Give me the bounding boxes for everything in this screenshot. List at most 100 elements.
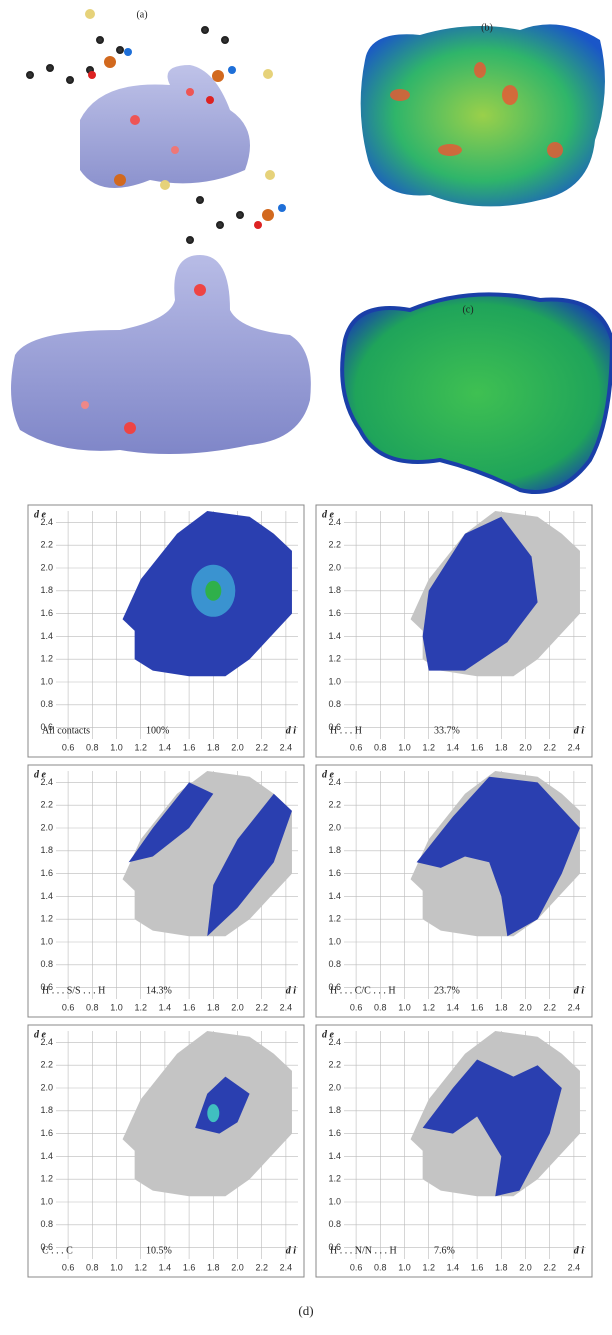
y-tick-label: 1.6 xyxy=(328,868,341,878)
contact-percent: 100% xyxy=(146,725,169,736)
y-axis-label: d e xyxy=(34,769,47,780)
y-tick-label: 1.2 xyxy=(40,1174,53,1184)
x-tick-label: 2.4 xyxy=(568,1002,581,1012)
x-tick-label: 1.0 xyxy=(398,1262,411,1272)
x-tick-label: 1.6 xyxy=(471,1002,484,1012)
contact-label: C . . . C xyxy=(42,1245,73,1256)
y-tick-label: 2.0 xyxy=(40,822,53,832)
y-tick-label: 0.8 xyxy=(40,959,53,969)
y-tick-label: 1.8 xyxy=(40,845,53,855)
fingerprint-plot: 0.60.60.80.81.01.01.21.21.41.41.61.61.81… xyxy=(316,1025,592,1277)
y-tick-label: 2.0 xyxy=(40,562,53,572)
x-tick-label: 2.0 xyxy=(519,742,532,752)
x-tick-label: 2.0 xyxy=(519,1262,532,1272)
contact-percent: 10.5% xyxy=(146,1245,172,1256)
y-tick-label: 1.4 xyxy=(40,891,53,901)
page: (a) (b) (c) 0.60.60.80.81.01.01.21.21.41… xyxy=(0,0,612,1335)
y-tick-label: 1.6 xyxy=(40,868,53,878)
y-tick-label: 2.2 xyxy=(40,800,53,810)
y-tick-label: 2.0 xyxy=(328,562,341,572)
y-tick-label: 1.0 xyxy=(40,936,53,946)
y-axis-label: d e xyxy=(34,1029,47,1040)
x-tick-label: 0.6 xyxy=(62,1262,75,1272)
molecule-surface-a2 xyxy=(11,255,311,454)
y-tick-label: 1.0 xyxy=(40,1196,53,1206)
x-tick-label: 1.4 xyxy=(447,742,460,752)
y-tick-label: 2.0 xyxy=(328,822,341,832)
x-tick-label: 2.2 xyxy=(543,742,556,752)
x-tick-label: 1.2 xyxy=(134,742,147,752)
y-tick-label: 2.2 xyxy=(328,1060,341,1070)
y-tick-label: 0.8 xyxy=(40,699,53,709)
y-tick-label: 1.8 xyxy=(328,845,341,855)
y-tick-label: 1.2 xyxy=(328,914,341,924)
x-tick-label: 2.4 xyxy=(280,1002,293,1012)
x-tick-label: 1.4 xyxy=(159,742,172,752)
x-tick-label: 1.0 xyxy=(110,742,123,752)
y-tick-label: 0.8 xyxy=(328,1219,341,1229)
panel-label: (b) xyxy=(481,22,493,33)
y-tick-label: 2.2 xyxy=(328,540,341,550)
y-tick-label: 1.4 xyxy=(40,1151,53,1161)
y-tick-label: 1.2 xyxy=(40,654,53,664)
x-tick-label: 0.8 xyxy=(86,1262,99,1272)
x-tick-label: 1.2 xyxy=(134,1002,147,1012)
x-tick-label: 1.0 xyxy=(398,742,411,752)
y-axis-label: d e xyxy=(34,509,47,520)
y-tick-label: 2.0 xyxy=(40,1082,53,1092)
x-tick-label: 1.6 xyxy=(183,1002,196,1012)
y-tick-label: 1.0 xyxy=(328,676,341,686)
contact-percent: 7.6% xyxy=(434,1245,455,1256)
y-tick-label: 2.2 xyxy=(40,1060,53,1070)
contact-label: H . . . N/N . . . H xyxy=(330,1245,397,1256)
y-tick-label: 1.8 xyxy=(328,1105,341,1115)
y-axis-label: d e xyxy=(322,1029,335,1040)
y-tick-label: 1.2 xyxy=(328,1174,341,1184)
density-peak xyxy=(205,581,221,601)
x-tick-label: 1.2 xyxy=(422,1262,435,1272)
contact-label: H . . . S/S . . . H xyxy=(42,985,105,996)
y-tick-label: 1.8 xyxy=(328,585,341,595)
y-tick-label: 1.6 xyxy=(328,1128,341,1138)
x-tick-label: 2.4 xyxy=(280,1262,293,1272)
x-tick-label: 0.6 xyxy=(62,1002,75,1012)
surface-b xyxy=(361,24,605,206)
x-tick-label: 2.4 xyxy=(568,1262,581,1272)
x-tick-label: 1.8 xyxy=(207,1002,220,1012)
x-axis-label: d i xyxy=(574,985,585,996)
y-tick-label: 2.2 xyxy=(40,540,53,550)
x-tick-label: 0.6 xyxy=(350,1262,363,1272)
y-tick-label: 1.4 xyxy=(40,631,53,641)
x-axis-label: d i xyxy=(574,1245,585,1256)
y-tick-label: 0.8 xyxy=(328,699,341,709)
x-tick-label: 2.4 xyxy=(280,742,293,752)
y-tick-label: 0.8 xyxy=(328,959,341,969)
x-tick-label: 1.8 xyxy=(495,1262,508,1272)
molecule-surface-a xyxy=(27,9,286,243)
contact-label: H . . . H xyxy=(330,725,362,736)
x-tick-label: 1.2 xyxy=(422,1002,435,1012)
y-tick-label: 2.0 xyxy=(328,1082,341,1092)
x-tick-label: 1.8 xyxy=(207,1262,220,1272)
y-tick-label: 1.0 xyxy=(328,936,341,946)
x-tick-label: 1.6 xyxy=(183,1262,196,1272)
contact-label: H . . . C/C . . . H xyxy=(330,985,396,996)
fingerprint-plot: 0.60.60.80.81.01.01.21.21.41.41.61.61.81… xyxy=(28,505,304,757)
x-tick-label: 0.8 xyxy=(374,1262,387,1272)
x-tick-label: 0.8 xyxy=(86,742,99,752)
x-tick-label: 0.8 xyxy=(86,1002,99,1012)
y-tick-label: 1.6 xyxy=(40,608,53,618)
x-tick-label: 2.0 xyxy=(231,1262,244,1272)
x-tick-label: 2.2 xyxy=(255,1262,268,1272)
panel-label: (a) xyxy=(136,9,147,20)
x-tick-label: 0.8 xyxy=(374,742,387,752)
panel-label: (d) xyxy=(298,1303,313,1318)
x-tick-label: 2.0 xyxy=(519,1002,532,1012)
x-tick-label: 2.2 xyxy=(255,1002,268,1012)
surface-c xyxy=(342,294,612,492)
x-axis-label: d i xyxy=(574,725,585,736)
x-tick-label: 1.6 xyxy=(183,742,196,752)
x-tick-label: 1.4 xyxy=(447,1002,460,1012)
contact-label: All contacts xyxy=(42,725,90,736)
x-axis-label: d i xyxy=(286,985,297,996)
